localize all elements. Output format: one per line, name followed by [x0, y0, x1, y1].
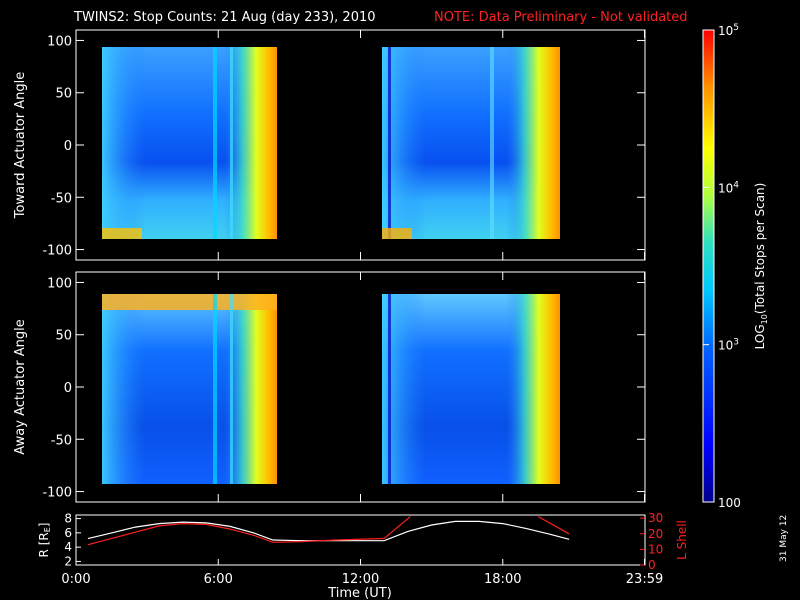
colorbar-label: LOG10(Total Stops per Scan)	[753, 183, 769, 350]
colorbar-tick-label: 104	[718, 180, 739, 195]
away-block-1-overlay	[102, 294, 277, 484]
left-y-tick-label: 4	[64, 540, 72, 554]
colorbar-ticks: 105 104 103 100	[703, 23, 741, 510]
toward-block-2-overlay	[382, 47, 560, 239]
x-axis-label: Time (UT)	[327, 586, 392, 600]
y-tick-label: 50	[55, 329, 72, 344]
toward-ylabel: Toward Actuator Angle	[13, 72, 28, 219]
away-block-1-streak	[230, 294, 233, 484]
y-tick-label: -50	[51, 191, 72, 206]
left-y-tick-label: 6	[64, 526, 72, 540]
right-y-tick-label: 20	[648, 527, 663, 541]
colorbar-tick-label: 103	[718, 338, 739, 353]
colorbar-tick-label: 105	[718, 23, 739, 38]
colorbar: 105 104 103 100 LOG10(Total Stops per Scan)	[702, 23, 769, 510]
toward-block-1-edge	[102, 228, 142, 239]
y-tick-label: 50	[55, 87, 72, 102]
right-y-tick-label: 0	[648, 558, 656, 572]
orbit-ylabel-right: L Shell	[675, 520, 689, 560]
toward-block-2-streak	[490, 47, 494, 239]
x-tick-label: 18:00	[484, 572, 521, 587]
colorbar-gradient	[703, 30, 714, 502]
away-block-2-streak	[388, 294, 391, 484]
date-stamp: 31 May 12	[779, 515, 789, 562]
away-block-2-overlay	[382, 294, 560, 484]
toward-x-ticks	[75, 30, 646, 260]
left-y-tick-label: 2	[64, 554, 72, 568]
toward-block-2-streak	[388, 47, 391, 239]
y-tick-label: -100	[42, 244, 72, 259]
away-block-1-streak	[213, 294, 217, 484]
away-x-ticks	[75, 272, 646, 502]
right-y-tick-label: 30	[648, 511, 663, 525]
chart-title: TWINS2: Stop Counts: 21 Aug (day 233), 2…	[73, 10, 376, 25]
l-shell-series-line	[87, 516, 411, 546]
x-tick-label: 0:00	[61, 572, 90, 587]
l-shell-series-line	[538, 516, 570, 535]
colorbar-tick-label: 100	[718, 496, 741, 510]
toward-panel: 100 50 0 -50 -100 Toward Actuator Angle	[13, 29, 646, 261]
toward-block-2-edge	[382, 228, 412, 239]
y-tick-label: -50	[51, 433, 72, 448]
preliminary-note: NOTE: Data Preliminary - Not validated	[434, 10, 688, 25]
y-tick-label: -100	[42, 486, 72, 501]
y-tick-label: 100	[47, 276, 72, 291]
left-y-tick-label: 8	[64, 512, 72, 526]
x-tick-label: 6:00	[204, 572, 233, 587]
away-y-ticks: 100 50 0 -50 -100	[42, 276, 645, 501]
toward-block-1-overlay	[102, 47, 277, 239]
away-panel: 100 50 0 -50 -100 Away Actuator Angle	[13, 271, 646, 503]
right-y-tick-label: 10	[648, 542, 663, 556]
away-ylabel: Away Actuator Angle	[13, 319, 28, 454]
x-tick-label: 23:59	[626, 572, 663, 587]
orbit-ylabel-left: R [RE]	[37, 523, 52, 558]
toward-block-1-streak	[230, 47, 233, 239]
toward-y-ticks: 100 50 0 -50 -100	[42, 34, 645, 259]
orbit-lines	[87, 516, 570, 546]
y-tick-label: 0	[64, 139, 72, 154]
y-tick-label: 0	[64, 381, 72, 396]
orbit-panel-frame	[75, 514, 646, 566]
toward-block-1-streak	[213, 47, 217, 239]
r-series-line	[87, 520, 570, 542]
away-block-1-top-band	[102, 294, 277, 310]
y-tick-label: 100	[47, 34, 72, 49]
x-tick-label: 12:00	[342, 572, 379, 587]
